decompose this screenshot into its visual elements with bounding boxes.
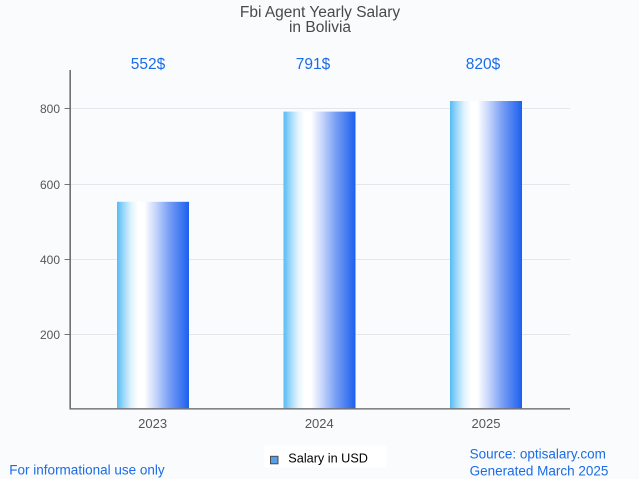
svg-text:in Bolivia: in Bolivia [289,19,351,36]
svg-text:2025: 2025 [472,416,501,431]
svg-text:2023: 2023 [138,416,167,431]
svg-text:Salary in USD: Salary in USD [288,452,368,466]
svg-text:Generated March 2025: Generated March 2025 [470,463,609,478]
svg-text:820$: 820$ [466,56,501,73]
svg-text:For informational use only: For informational use only [9,462,165,477]
svg-text:791$: 791$ [296,56,331,73]
svg-text:800: 800 [40,102,60,116]
svg-text:Fbi Agent Yearly Salary: Fbi Agent Yearly Salary [240,4,401,21]
svg-text:200: 200 [40,328,60,342]
svg-text:600: 600 [40,178,60,192]
svg-text:2024: 2024 [305,416,334,431]
svg-text:552$: 552$ [131,56,166,73]
svg-text:400: 400 [40,253,60,267]
svg-text:Source: optisalary.com: Source: optisalary.com [470,447,606,462]
